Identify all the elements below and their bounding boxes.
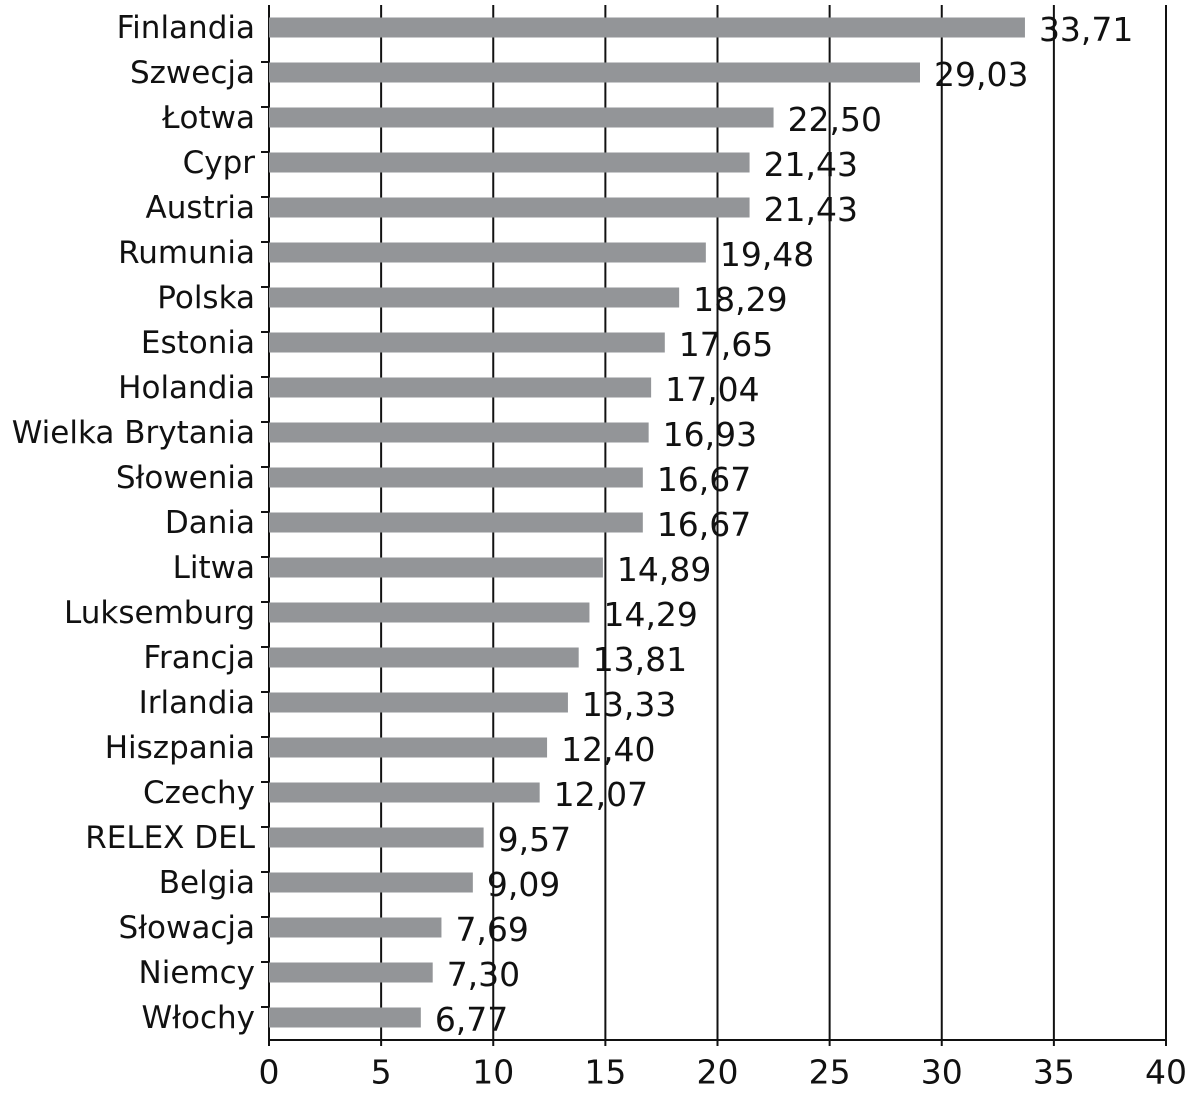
bar <box>269 467 643 488</box>
value-label: 16,93 <box>663 415 757 454</box>
y-tick-label: Luksemburg <box>64 595 255 631</box>
bar <box>269 1007 421 1028</box>
value-label: 33,71 <box>1039 10 1133 49</box>
y-tick-label: Hiszpania <box>105 730 255 766</box>
y-tick-label: Rumunia <box>118 235 255 271</box>
y-tick-label: Polska <box>157 280 255 316</box>
x-tick-label: 30 <box>921 1053 963 1092</box>
y-tick-label: Czechy <box>143 775 255 811</box>
y-tick-label: Austria <box>145 190 255 226</box>
bar <box>269 332 665 353</box>
y-tick-label: Holandia <box>118 370 255 406</box>
y-tick-label: Estonia <box>141 325 255 361</box>
y-tick-label: Niemcy <box>139 955 255 991</box>
value-label: 9,57 <box>498 820 571 859</box>
y-tick-label: Wielka Brytania <box>12 415 255 451</box>
bar <box>269 692 568 713</box>
x-tick-label: 25 <box>809 1053 851 1092</box>
value-label: 12,07 <box>554 775 648 814</box>
value-label: 13,81 <box>593 640 687 679</box>
y-tick-label: Belgia <box>159 865 255 901</box>
x-tick-label: 40 <box>1145 1053 1187 1092</box>
value-label: 19,48 <box>720 235 814 274</box>
x-tick-label: 10 <box>472 1053 514 1092</box>
bar <box>269 827 484 848</box>
y-tick-label: Irlandia <box>139 685 255 721</box>
x-tick-label: 15 <box>584 1053 626 1092</box>
value-label: 7,30 <box>447 955 520 994</box>
y-tick-label: Francja <box>143 640 255 676</box>
x-tick-label: 5 <box>371 1053 392 1092</box>
value-label: 22,50 <box>788 100 882 139</box>
value-label: 13,33 <box>582 685 676 724</box>
value-label: 29,03 <box>934 55 1028 94</box>
y-tick-label: Dania <box>165 505 255 541</box>
value-label: 16,67 <box>657 460 751 499</box>
value-label: 17,04 <box>665 370 759 409</box>
bar <box>269 17 1025 38</box>
bar <box>269 62 920 83</box>
bar <box>269 512 643 533</box>
y-tick-label: Cypr <box>183 145 256 181</box>
bar <box>269 962 433 983</box>
bar <box>269 152 750 173</box>
value-label: 12,40 <box>561 730 655 769</box>
bar <box>269 197 750 218</box>
bar <box>269 242 706 263</box>
value-label: 14,89 <box>617 550 711 589</box>
value-label: 6,77 <box>435 1000 508 1039</box>
bar <box>269 782 540 803</box>
x-tick-label: 35 <box>1033 1053 1075 1092</box>
bar <box>269 737 548 758</box>
value-label: 18,29 <box>693 280 787 319</box>
value-label: 7,69 <box>455 910 528 949</box>
value-label: 17,65 <box>679 325 773 364</box>
value-label: 21,43 <box>764 145 858 184</box>
bar <box>269 557 603 578</box>
bar <box>269 377 652 398</box>
y-tick-label: Finlandia <box>117 10 255 46</box>
bar <box>269 917 442 938</box>
value-label: 16,67 <box>657 505 751 544</box>
bar <box>269 107 774 128</box>
bar <box>269 647 579 668</box>
value-label: 21,43 <box>764 190 858 229</box>
value-label: 9,09 <box>487 865 560 904</box>
y-tick-label: Słowenia <box>116 460 255 496</box>
bar <box>269 287 680 308</box>
bar <box>269 872 473 893</box>
y-tick-label: Szwecja <box>130 55 255 91</box>
y-tick-label: Włochy <box>142 1000 255 1036</box>
x-tick-label: 20 <box>697 1053 739 1092</box>
x-tick-label: 0 <box>259 1053 280 1092</box>
y-tick-label: Łotwa <box>161 100 255 136</box>
y-tick-label: Litwa <box>173 550 255 586</box>
bar <box>269 422 649 443</box>
value-label: 14,29 <box>603 595 697 634</box>
bar <box>269 602 590 623</box>
y-tick-label: Słowacja <box>119 910 255 946</box>
y-tick-label: RELEX DEL <box>85 820 256 856</box>
